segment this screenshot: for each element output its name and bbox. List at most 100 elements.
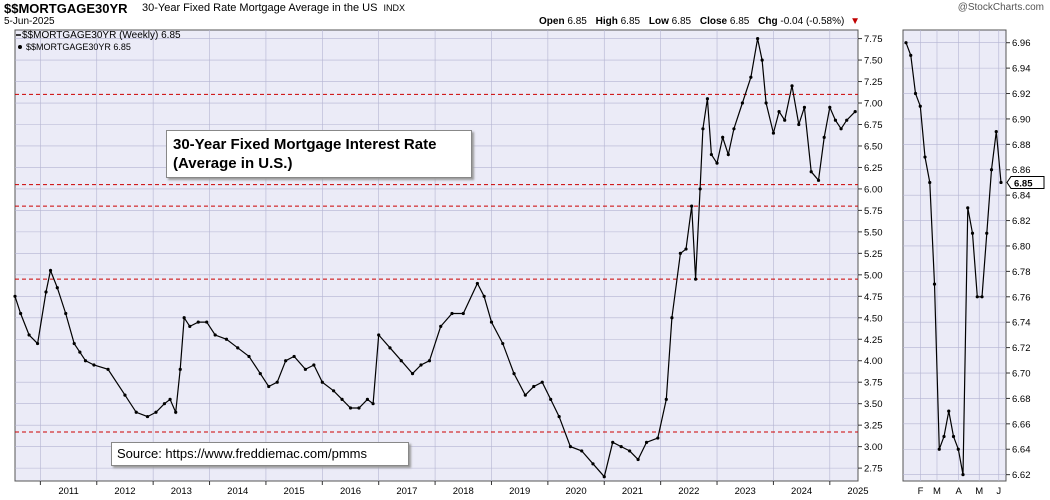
data-point — [188, 324, 192, 328]
x-tick-label: 2025 — [847, 486, 868, 497]
data-point — [557, 414, 561, 419]
right-data-point — [942, 434, 946, 439]
y-tick-label: 4.75 — [864, 292, 883, 303]
last-value-label: 6.85 — [1014, 178, 1033, 189]
right-data-point — [947, 409, 951, 413]
right-y-tick-label: 6.88 — [1012, 140, 1031, 151]
data-point — [853, 110, 857, 114]
annotation-title: 30-Year Fixed Mortgage Interest Rate (Av… — [173, 135, 436, 173]
down-arrow-icon: ▼ — [850, 16, 860, 27]
data-point — [134, 410, 138, 414]
right-y-tick-label: 6.92 — [1012, 89, 1031, 100]
data-point — [427, 359, 432, 363]
data-point — [275, 380, 279, 384]
chg-label: Chg — [758, 16, 778, 27]
data-point — [802, 105, 807, 109]
data-point — [64, 311, 68, 316]
data-point — [123, 393, 127, 397]
data-point — [797, 122, 801, 127]
legend-secondary: $$MORTGAGE30YR 6.85 — [26, 42, 131, 52]
data-point — [839, 127, 843, 131]
exchange-label: INDX — [383, 3, 405, 13]
y-tick-label: 7.25 — [864, 77, 883, 88]
chart-description: 30-Year Fixed Rate Mortgage Average in t… — [142, 2, 405, 14]
data-point — [439, 324, 443, 328]
right-y-tick-label: 6.74 — [1012, 318, 1031, 329]
right-data-point — [989, 168, 994, 172]
x-tick-label: 2016 — [340, 486, 361, 497]
y-tick-label: 7.00 — [864, 99, 883, 110]
y-tick-label: 2.75 — [864, 464, 883, 475]
data-point — [678, 251, 682, 255]
data-point — [540, 380, 544, 384]
x-tick-label: 2020 — [565, 486, 586, 497]
right-y-tick-label: 6.86 — [1012, 165, 1031, 176]
right-y-tick-label: 6.66 — [1012, 419, 1031, 430]
data-point — [698, 187, 702, 191]
data-point — [628, 449, 632, 453]
main-price-panel: 2.75 3.00 3.25 3.50 3.75 4.00 4.25 4.50 4.75 5.00… — [13, 29, 883, 497]
data-point — [740, 101, 745, 105]
legend-main: $$MORTGAGE30YR (Weekly) 6.85 — [22, 30, 181, 41]
data-point — [684, 247, 688, 251]
y-tick-label: 5.75 — [864, 206, 883, 217]
data-point — [523, 393, 527, 397]
data-point — [83, 359, 88, 363]
right-data-point — [980, 295, 984, 299]
data-point — [348, 406, 353, 410]
x-tick-label: 2015 — [284, 486, 305, 497]
right-y-tick-label: 6.80 — [1012, 241, 1031, 252]
data-point — [388, 346, 392, 350]
x-tick-label: 2012 — [114, 486, 135, 497]
data-point — [55, 286, 59, 290]
close-label: Close — [699, 16, 728, 27]
low-value: 6.85 — [671, 16, 692, 27]
right-data-point — [951, 434, 956, 439]
close-value: 6.85 — [729, 16, 750, 27]
y-tick-label: 3.25 — [864, 421, 883, 432]
chart-symbol: $$MORTGAGE30YR — [4, 1, 128, 16]
data-point — [19, 311, 23, 316]
data-point — [399, 359, 403, 363]
y-tick-label: 3.50 — [864, 399, 883, 410]
data-point — [549, 397, 553, 401]
data-point — [267, 384, 271, 389]
right-y-tick-label: 6.94 — [1012, 64, 1031, 75]
chart-date: 5-Jun-2025 — [4, 16, 55, 27]
right-detail-panel: 6.62 6.64 6.66 6.68 6.70 6.72 6.74 6.76 6.78 6.80… — [902, 29, 1045, 497]
low-label: Low — [648, 16, 669, 27]
data-point — [419, 363, 423, 367]
ohlc-readout: Open 6.85 High 6.85 Low 6.85 Close 6.85 … — [533, 16, 860, 27]
data-point — [44, 290, 48, 294]
right-data-point — [932, 282, 937, 286]
y-tick-label: 4.25 — [864, 335, 883, 346]
data-point — [182, 316, 186, 320]
data-point — [145, 414, 150, 419]
data-point — [777, 110, 781, 114]
data-point — [809, 170, 813, 174]
data-point — [828, 105, 832, 109]
data-point — [816, 178, 821, 182]
data-point — [532, 384, 536, 389]
data-point — [611, 440, 615, 444]
right-data-point — [937, 447, 941, 451]
high-value: 6.85 — [620, 16, 641, 27]
data-point — [721, 135, 725, 139]
data-point — [475, 281, 479, 286]
right-plot-area — [902, 29, 1007, 482]
data-point — [106, 367, 110, 371]
main-plot-area — [14, 29, 859, 482]
y-tick-label: 5.00 — [864, 270, 883, 281]
data-point — [732, 127, 736, 131]
data-point — [783, 118, 787, 122]
x-tick-label: 2014 — [227, 486, 248, 497]
data-point — [790, 84, 794, 88]
data-point — [726, 152, 730, 157]
data-point — [162, 402, 167, 406]
data-point — [580, 449, 584, 453]
right-data-point — [985, 231, 989, 235]
data-point — [196, 320, 200, 324]
right-data-point — [999, 180, 1003, 185]
x-tick-label: 2023 — [735, 486, 756, 497]
data-point — [822, 135, 826, 139]
